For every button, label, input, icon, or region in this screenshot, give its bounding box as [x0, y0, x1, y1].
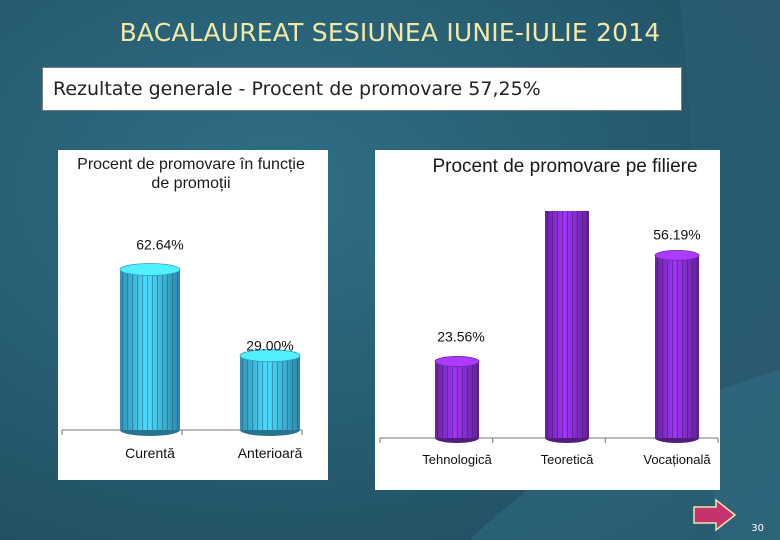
bar-vocațională: [654, 249, 700, 443]
right-arrow-icon[interactable]: [692, 498, 738, 532]
slide-title: BACALAUREAT SESIUNEA IUNIE-IULIE 2014: [119, 18, 661, 47]
left-chart-title: Procent de promovare în funcție de promo…: [72, 151, 310, 201]
category-label: Teoretică: [541, 452, 595, 467]
category-label: Vocațională: [643, 452, 711, 467]
category-label: Anterioară: [238, 445, 303, 461]
bar-anterioară: [239, 349, 301, 436]
value-label: 62.64%: [136, 236, 183, 252]
category-label: Curentă: [125, 445, 175, 461]
page-number: 30: [751, 523, 764, 534]
value-label: 29.00%: [246, 338, 293, 354]
subtitle: Rezultate generale - Procent de promovar…: [42, 67, 682, 111]
bar-teoretică: [544, 192, 590, 443]
value-label: 56.19%: [653, 226, 700, 242]
left-chart: 62.64% Curentă 29.00% Anterioară: [61, 236, 303, 461]
value-label: 23.56%: [437, 328, 484, 344]
bar-tehnologică: [434, 356, 480, 443]
category-label: Tehnologică: [422, 452, 492, 467]
bar-curentă: [119, 263, 181, 436]
right-chart-title: Procent de promovare pe filiere: [420, 151, 710, 211]
